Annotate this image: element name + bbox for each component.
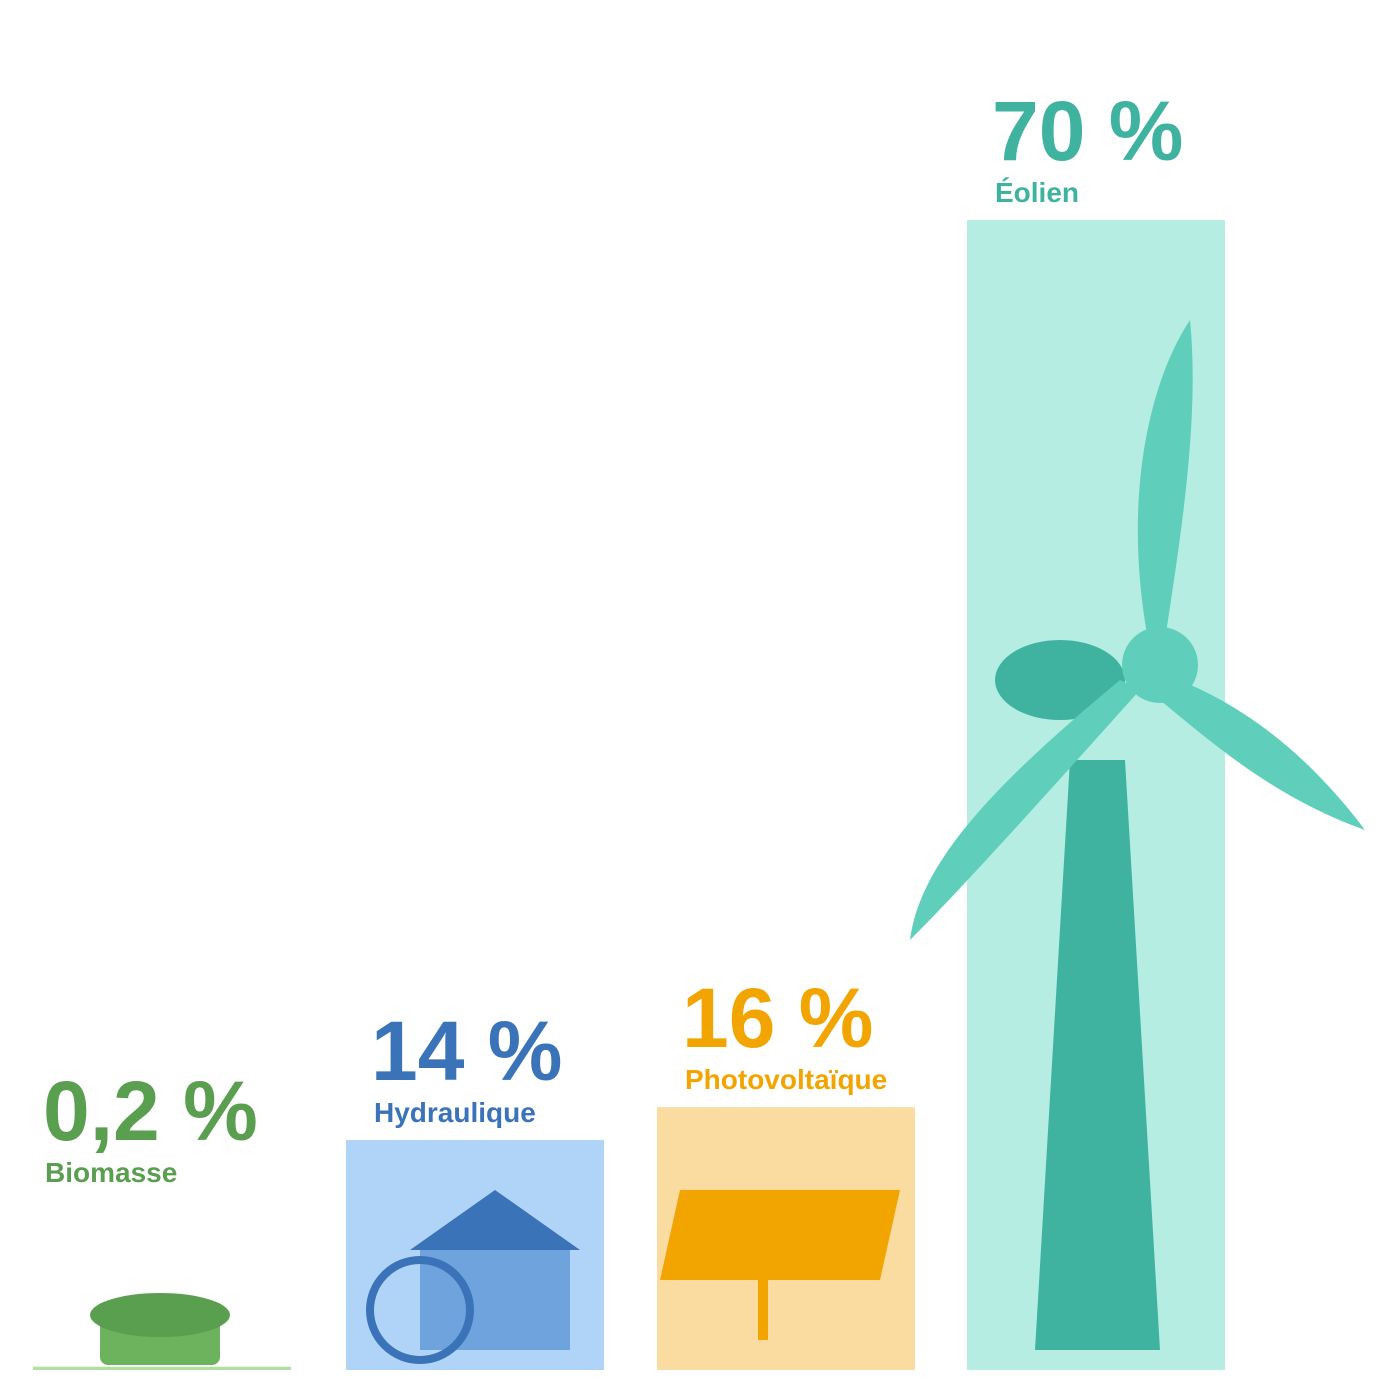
value-label: 14 % — [371, 1004, 562, 1098]
labels: 0,2 %Biomasse 14 %Hydraulique 16 %Photovol… — [43, 84, 1183, 1188]
value-label: 0,2 % — [43, 1064, 258, 1158]
turbine-nacelle — [995, 640, 1125, 720]
value-label: 16 % — [682, 971, 873, 1065]
mill-roof — [410, 1190, 580, 1250]
decorations — [90, 320, 1365, 1365]
category-label: Photovoltaïque — [685, 1064, 887, 1095]
solar-post — [758, 1280, 768, 1340]
turbine-blade — [1150, 670, 1365, 830]
turbine-tower — [1035, 760, 1160, 1350]
digester-dome — [90, 1293, 230, 1337]
turbine-blade — [910, 680, 1140, 940]
turbine-blade — [1137, 320, 1193, 650]
turbine-hub — [1122, 627, 1198, 703]
bar — [33, 1366, 291, 1370]
value-label: 70 % — [992, 84, 1183, 178]
category-label: Biomasse — [45, 1157, 177, 1188]
category-label: Hydraulique — [374, 1097, 536, 1128]
category-label: Éolien — [995, 177, 1079, 208]
mill-wheel — [366, 1256, 474, 1364]
solar-panel — [660, 1190, 900, 1280]
